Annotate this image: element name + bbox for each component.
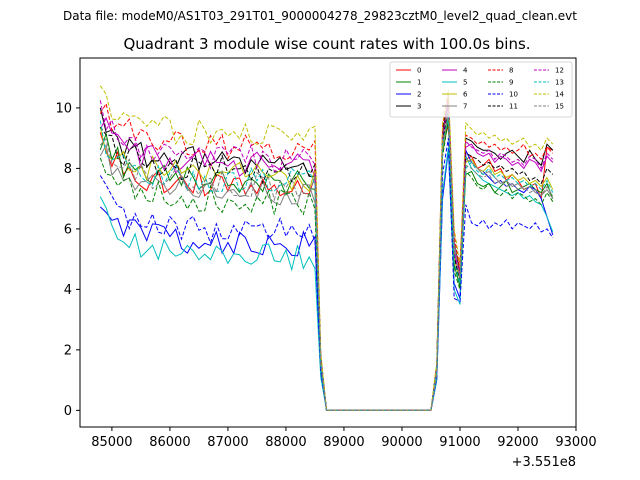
x-tick-label: 91000 xyxy=(439,435,480,450)
series-line-11 xyxy=(99,107,554,411)
x-tick-label: 93000 xyxy=(555,435,596,450)
y-tick-label: 6 xyxy=(64,222,72,237)
x-offset-label: +3.551e8 xyxy=(512,455,576,470)
chart-title: Quadrant 3 module wise count rates with … xyxy=(123,35,530,53)
legend-label-9: 9 xyxy=(509,79,513,87)
series-line-12 xyxy=(99,100,554,411)
y-tick-label: 8 xyxy=(64,162,72,177)
legend-label-15: 15 xyxy=(555,103,564,111)
plot-frame xyxy=(79,57,577,428)
legend-label-7: 7 xyxy=(463,103,467,111)
plot-lines xyxy=(99,85,554,411)
x-tick-label: 89000 xyxy=(323,435,364,450)
x-tick-label: 87000 xyxy=(207,435,248,450)
series-line-7 xyxy=(99,92,554,411)
series-line-10 xyxy=(99,138,554,411)
y-tick-label: 2 xyxy=(64,343,72,358)
legend-label-8: 8 xyxy=(509,67,513,75)
x-tick-label: 88000 xyxy=(265,435,306,450)
series-line-3 xyxy=(99,98,554,411)
series-line-2 xyxy=(99,150,554,411)
series-line-6 xyxy=(99,113,554,411)
series-line-5 xyxy=(99,147,554,411)
x-axis: 85000 86000 87000 88000 89000 90000 91000 92000… xyxy=(91,427,597,450)
series-line-8 xyxy=(99,95,554,411)
legend-label-0: 0 xyxy=(417,67,421,75)
x-tick-label: 90000 xyxy=(381,435,422,450)
x-tick-label: 92000 xyxy=(497,435,538,450)
legend-label-11: 11 xyxy=(509,103,518,111)
legend-label-14: 14 xyxy=(555,91,564,99)
legend-label-3: 3 xyxy=(417,103,421,111)
series-line-15 xyxy=(99,110,554,411)
legend-label-2: 2 xyxy=(417,91,421,99)
y-axis: 0 2 4 6 8 10 xyxy=(55,101,80,419)
y-tick-label: 10 xyxy=(55,101,72,116)
legend-label-1: 1 xyxy=(417,79,421,87)
legend-label-5: 5 xyxy=(463,79,467,87)
legend-label-12: 12 xyxy=(555,67,564,75)
x-tick-label: 86000 xyxy=(149,435,190,450)
series-line-0 xyxy=(99,125,554,411)
legend-label-10: 10 xyxy=(509,91,518,99)
y-tick-label: 0 xyxy=(64,404,72,419)
legend-box xyxy=(389,61,573,118)
legend-label-6: 6 xyxy=(463,91,468,99)
y-tick-label: 4 xyxy=(64,283,72,298)
legend-label-4: 4 xyxy=(463,67,468,75)
figure-suptitle: Data file: modeM0/AS1T03_291T01_90000042… xyxy=(63,9,577,23)
x-tick-label: 85000 xyxy=(91,435,132,450)
legend-label-13: 13 xyxy=(555,79,564,87)
